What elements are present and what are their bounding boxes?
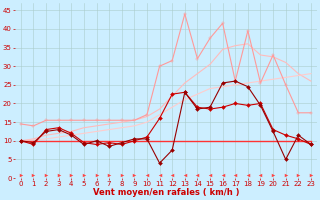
X-axis label: Vent moyen/en rafales ( km/h ): Vent moyen/en rafales ( km/h ): [92, 188, 239, 197]
